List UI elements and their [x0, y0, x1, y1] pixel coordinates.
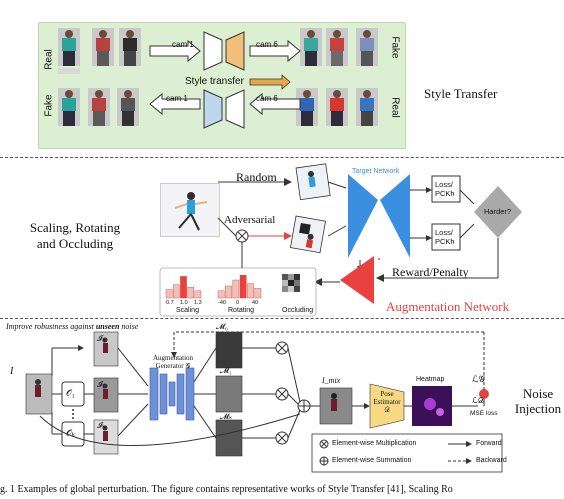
histogram-bar	[180, 276, 187, 299]
style-transfer-title: Style Transfer	[424, 86, 498, 101]
style-transfer-center-label: Style transfer	[185, 76, 244, 87]
pose-line3: 𝒟	[384, 406, 390, 414]
noise-header-bold: unseen	[95, 322, 120, 331]
reward-label: Reward/Penalty	[392, 265, 469, 279]
person-thumb	[58, 28, 80, 66]
occluding-label: Occluding	[282, 307, 314, 314]
pose-line2: Estimator	[373, 398, 401, 406]
augmentation-network-label: Augmentation Network	[386, 299, 510, 314]
style-transfer-diagram	[149, 31, 301, 129]
rotating-label: Rotating	[228, 307, 255, 314]
O1-label: 𝒪₁	[66, 388, 75, 398]
random-label: Random	[236, 170, 277, 184]
cam6-label-bottom: cam 6	[256, 94, 278, 103]
loss1-line2: PCKh	[435, 189, 455, 198]
I0-label: 𝓘₀	[97, 334, 106, 343]
loss-box-2: Loss/ PCKh	[435, 228, 455, 246]
person-thumb	[300, 28, 322, 66]
person-thumb	[88, 88, 110, 126]
scaling-histogram	[165, 276, 202, 299]
person-thumb	[356, 88, 378, 126]
Ok-label: 𝒪ₖ	[66, 428, 76, 438]
LD-label: ℒ𝒟	[472, 396, 485, 405]
figure-caption: g. 1 Examples of global perturbation. Th…	[0, 484, 453, 495]
cam1-label-top: cam 1	[172, 40, 194, 49]
person-thumb	[58, 88, 80, 126]
person-thumb-spacer	[58, 68, 80, 74]
Ik-label: 𝓘ₖ	[97, 421, 106, 430]
noise-injection-diagram	[25, 331, 503, 473]
histogram-bar	[172, 284, 180, 299]
input-I-label: I	[10, 366, 14, 377]
sro-title-line1: Scaling, Rotating	[29, 220, 121, 235]
cam1-label-bottom: cam 1	[166, 94, 188, 103]
histogram-bar	[217, 290, 225, 299]
pose-line1: Pose	[380, 390, 394, 398]
Imix-label: I_mix	[322, 376, 341, 385]
skater-image	[160, 183, 220, 237]
histogram-bar	[254, 288, 262, 299]
noise-title-line2: Injection	[514, 401, 562, 416]
heatmap-label: Heatmap	[416, 376, 445, 383]
person-thumb	[117, 88, 139, 126]
person-thumb	[119, 28, 141, 66]
noise-title-line1: Noise	[522, 386, 554, 401]
loss2-line2: PCKh	[435, 237, 455, 246]
rotating-histogram	[217, 274, 262, 299]
M1-label: 𝓜₁	[220, 366, 232, 375]
histogram-bar	[165, 289, 173, 299]
separator	[0, 318, 564, 319]
legend-mult-label: Element-wise Multiplication	[332, 440, 417, 447]
aug-generator-label: Augmentation Generator 𝒢	[140, 354, 206, 370]
legend-sum-label: Element-wise Summation	[332, 457, 412, 464]
person-thumb	[326, 28, 348, 66]
scaling-label: Scaling	[176, 307, 199, 314]
noise-header-pre: Improve robustness against	[6, 322, 96, 331]
person-thumb	[356, 28, 378, 66]
legend-forward-label: Forward	[476, 440, 502, 447]
noise-header: Improve robustness against unseen noise	[6, 322, 138, 331]
noise-header-post: noise	[119, 322, 139, 331]
adversarial-label: Adversarial	[224, 214, 276, 226]
legend-backward-label: Backward	[476, 457, 507, 464]
histogram-bar	[239, 274, 247, 299]
scaling-tick-2: 1.3	[194, 300, 202, 306]
occluding-grid	[282, 274, 300, 292]
rotating-tick-1: 0	[236, 300, 240, 306]
pose-estimator-label: Pose Estimator 𝒟	[372, 390, 402, 414]
harder-label: Harder?	[484, 207, 512, 216]
M0-label: 𝓜₀	[216, 322, 228, 331]
scaling-tick-0: 0.7	[166, 300, 174, 306]
histogram-bar	[194, 290, 202, 299]
person-thumb	[326, 88, 348, 126]
mse-label: MSE loss	[470, 410, 498, 417]
loss-box-1: Loss/ PCKh	[435, 180, 455, 198]
person-thumb	[92, 28, 114, 66]
histogram-bar	[187, 287, 195, 299]
separator	[0, 157, 564, 158]
noise-injection-title: Noise Injection	[512, 386, 564, 416]
sro-title-line2: and Occluding	[36, 236, 114, 251]
loss1-line1: Loss/	[435, 180, 453, 189]
LG-label: ℒ𝒢	[472, 374, 485, 384]
scaling-tick-1: 1.0	[180, 300, 188, 306]
cam6-label-top: cam 6	[256, 40, 278, 49]
rotating-tick-0: -40	[218, 300, 226, 306]
histogram-bar	[247, 283, 254, 299]
aug-gen-line2: Generator 𝒢	[155, 362, 191, 370]
Mk-label: 𝓜ₖ	[220, 412, 233, 421]
aug-gen-line1: Augmentation	[152, 354, 194, 362]
target-network-label: Target Network	[352, 168, 400, 175]
sro-title: Scaling, Rotating and Occluding	[20, 220, 130, 252]
I1-label: 𝓘₁	[97, 380, 106, 389]
histograms	[165, 274, 300, 299]
histogram-bar	[232, 279, 240, 299]
histogram-bar	[225, 285, 232, 299]
person-thumb	[296, 88, 318, 126]
rotating-tick-2: 40	[252, 300, 259, 306]
loss2-line1: Loss/	[435, 228, 453, 237]
